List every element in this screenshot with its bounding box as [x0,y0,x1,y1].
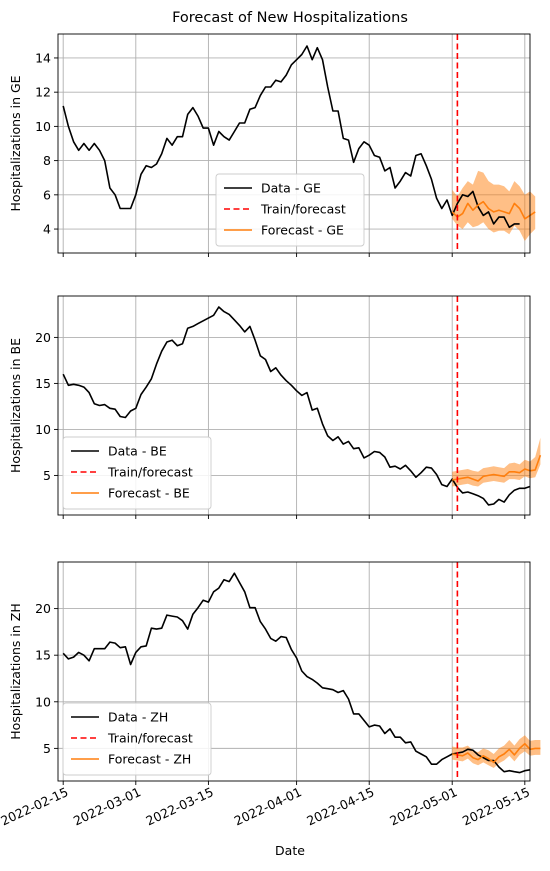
y-tick-label: 20 [35,330,51,345]
legend-label: Forecast - ZH [108,752,191,767]
forecast-band [452,170,536,241]
panel-ge: 4 6 8 10 12 14 Hospitalizations in GE Data - GE… [8,33,536,257]
y-tick-label: 6 [43,187,51,202]
legend-label: Forecast - BE [108,486,190,501]
legend-box [62,702,212,776]
x-tick-label: 2022-03-15 [143,784,215,828]
chart-title: Forecast of New Hospitalizations [172,10,408,26]
y-tick-label: 5 [43,468,51,483]
y-tick-label: 15 [35,648,51,663]
forecast-band [452,735,541,768]
forecast-series-line [451,200,536,220]
y-tick-label: 8 [43,153,51,168]
y-tick-label: 4 [43,222,51,237]
y-tick-label: 10 [35,694,51,709]
x-tick-label: 2022-05-01 [387,784,459,828]
data-series-line [62,45,520,229]
y-axis-label: Hospitalizations in BE [8,338,23,473]
panel-zh: 5 10 15 20 2022-02-15 2022-03-01 2022-03-15 202… [0,561,541,828]
plot-frame [57,295,531,516]
x-tick-label: 2022-05-15 [460,784,532,828]
y-tick-label: 10 [35,119,51,134]
chart-panels: 4 6 8 10 12 14 Hospitalizations in GE Data - GE… [0,33,542,828]
y-axis-label: Hospitalizations in ZH [8,603,23,739]
legend: Data - BE Train/forecast Forecast - BE [62,436,212,510]
x-axis-label: Date [275,843,305,858]
panel-be: 5 10 15 20 Hospitalizations in BE Data - BE Tr… [8,295,542,519]
legend-label: Train/forecast [260,202,346,217]
y-tick-label: 14 [35,50,51,65]
legend-label: Train/forecast [107,731,193,746]
y-tick-label: 10 [35,422,51,437]
forecast-series-line [452,742,541,764]
y-tick-label: 15 [35,376,51,391]
y-tick-label: 20 [35,601,51,616]
x-tick-label: 2022-04-01 [232,784,304,828]
x-tick-label: 2022-02-15 [0,784,70,828]
legend-label: Train/forecast [107,465,193,480]
legend-label: Forecast - GE [261,223,344,238]
data-series-line [62,306,531,506]
legend-box [215,173,365,247]
plot-frame [57,33,531,254]
forecast-series-line [452,454,542,482]
x-tick-label: 2022-03-01 [71,784,143,828]
y-tick-label: 5 [43,741,51,756]
plot-frame [57,561,531,782]
legend: Data - GE Train/forecast Forecast - GE [215,173,365,247]
legend-label: Data - ZH [108,710,168,725]
legend-box [62,436,212,510]
y-tick-label: 12 [35,85,51,100]
legend: Data - ZH Train/forecast Forecast - ZH [62,702,212,776]
y-axis-label: Hospitalizations in GE [8,75,23,211]
x-tick-label: 2022-04-15 [304,784,376,828]
legend-label: Data - BE [108,444,167,459]
legend-label: Data - GE [261,181,321,196]
forecast-band [452,437,541,487]
